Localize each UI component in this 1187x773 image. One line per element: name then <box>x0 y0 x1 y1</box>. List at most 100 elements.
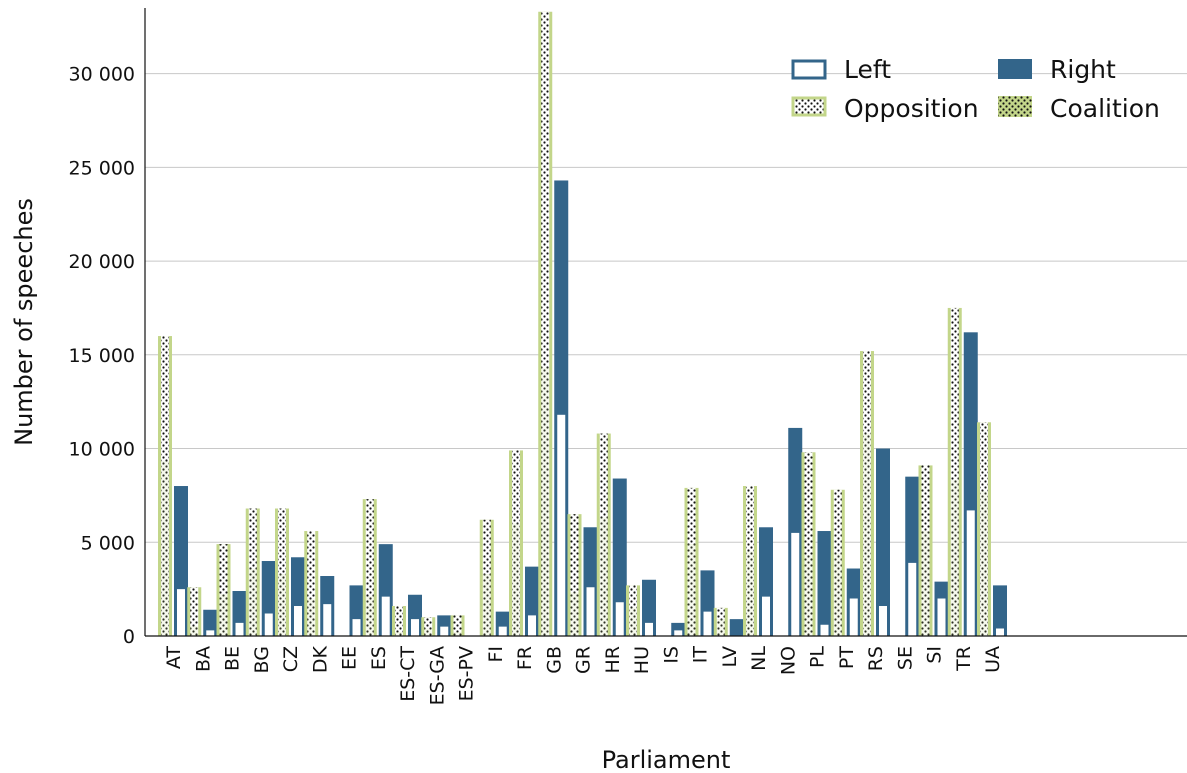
bar-coalition <box>687 487 696 545</box>
bar-left <box>411 619 419 636</box>
bar-opposition <box>512 523 520 636</box>
bars <box>158 11 1007 636</box>
x-tick-label: GR <box>573 646 595 674</box>
bar-left <box>791 532 800 636</box>
bar-opposition <box>980 491 988 636</box>
x-tick-label: EE <box>339 646 361 670</box>
x-tick-label: FR <box>514 646 536 670</box>
y-axis-title: Number of speeches <box>10 198 38 446</box>
bar-coalition <box>570 514 579 593</box>
bar-opposition <box>424 628 433 636</box>
bar-left <box>820 624 829 636</box>
x-tick-labels: AT BA BE BG CZ DK EE ES ES-CT ES-GA ES-PV FI FR GB GR H… <box>163 645 1004 705</box>
legend-label-right: Right <box>1050 55 1116 84</box>
bar-opposition <box>804 555 813 636</box>
y-tick-label: 10 000 <box>69 439 135 461</box>
x-tick-label: ES-PV <box>456 646 478 701</box>
bar-left <box>762 596 770 636</box>
x-tick-label: ES <box>368 646 390 670</box>
legend-swatch-right <box>998 59 1032 79</box>
bar-left <box>586 587 595 636</box>
legend-item-right: Right <box>998 55 1116 84</box>
bar-opposition <box>863 433 871 636</box>
bar-opposition <box>599 517 608 636</box>
bar-left <box>879 606 887 636</box>
y-tick-label: 15 000 <box>69 345 135 367</box>
bar-coalition <box>512 450 520 524</box>
x-tick-label: IT <box>690 646 712 664</box>
legend-swatch-opposition <box>791 96 827 117</box>
x-tick-label: TR <box>953 646 975 672</box>
bar-ideology-stack <box>817 531 832 636</box>
x-tick-label: PT <box>836 646 858 669</box>
bar-coalition <box>161 336 169 462</box>
y-tick-labels: 0 5 000 10 000 15 000 20 000 25 000 30 000 <box>69 64 135 648</box>
x-tick-label: NO <box>777 646 799 675</box>
bar-ideology-stack <box>612 478 627 636</box>
bar-left <box>557 414 566 636</box>
bar-opposition <box>307 598 316 636</box>
bar-opposition <box>716 619 725 636</box>
x-tick-label: BA <box>192 646 214 672</box>
bar-left <box>440 626 449 636</box>
bar-ideology-stack <box>203 609 218 636</box>
bar-coalition <box>599 433 608 518</box>
legend-swatch-coalition <box>998 96 1032 117</box>
x-tick-label: CZ <box>280 646 302 672</box>
bar-left <box>674 630 683 636</box>
x-tick-label: SE <box>894 646 916 670</box>
bar-coalition <box>950 307 959 481</box>
bar-coalition <box>482 519 491 575</box>
x-tick-label: ES-GA <box>426 646 448 705</box>
bar-coalition <box>863 351 871 434</box>
bar-left <box>937 598 946 636</box>
bar-left <box>264 613 273 636</box>
bar-opposition <box>365 596 374 636</box>
bar-ideology-stack <box>876 448 890 636</box>
legend-label-coalition: Coalition <box>1050 94 1160 123</box>
bar-coalition <box>541 11 550 368</box>
bar-left <box>177 589 185 636</box>
bar-left <box>849 598 858 636</box>
y-tick-label: 20 000 <box>69 251 135 273</box>
bar-opposition <box>921 531 930 636</box>
bar-coalition <box>365 499 374 597</box>
bar-left <box>996 628 1004 636</box>
x-tick-label: BE <box>222 646 244 671</box>
x-tick-label: LV <box>719 646 741 668</box>
x-tick-label: ES-CT <box>397 646 419 702</box>
legend: Left Right Opposition Coalition <box>791 55 1160 123</box>
bar-opposition <box>687 544 696 636</box>
y-tick-label: 30 000 <box>69 64 135 86</box>
legend-item-coalition: Coalition <box>998 94 1160 123</box>
bar-coalition <box>395 606 403 633</box>
bar-left <box>206 630 215 636</box>
x-tick-label: DK <box>309 645 331 673</box>
x-tick-label: SI <box>924 646 946 664</box>
bar-left <box>381 596 390 636</box>
bar-coalition <box>804 452 813 556</box>
x-tick-label: FI <box>485 646 507 663</box>
bar-left <box>294 606 302 636</box>
legend-item-left: Left <box>791 55 891 84</box>
bar-left <box>323 604 332 636</box>
bar-left <box>615 602 624 636</box>
x-axis-title: Parliament <box>602 746 731 773</box>
legend-label-left: Left <box>844 55 891 84</box>
bar-coalition <box>716 607 725 620</box>
x-tick-label: RS <box>865 646 887 671</box>
x-tick-label: HR <box>602 646 624 674</box>
bar-opposition <box>161 461 169 636</box>
bar-opposition <box>950 480 959 636</box>
bar-left <box>645 622 653 636</box>
bar-coalition <box>307 531 316 599</box>
bar-opposition <box>746 551 754 636</box>
bar-opposition <box>219 594 228 636</box>
bar-coalition <box>424 617 433 629</box>
bar-coalition <box>248 508 257 569</box>
bar-left <box>966 510 975 636</box>
bar-coalition <box>278 508 286 575</box>
bar-coalition <box>833 489 842 554</box>
bar-left <box>703 611 712 636</box>
